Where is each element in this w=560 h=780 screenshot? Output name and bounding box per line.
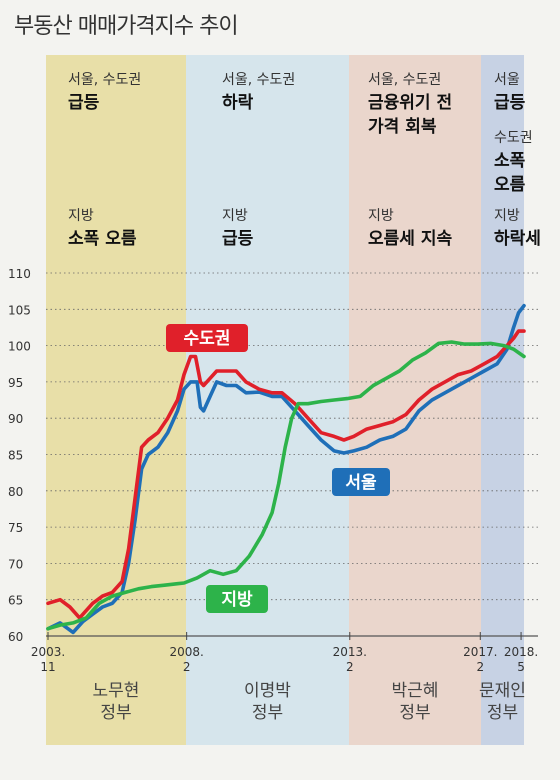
series-line-서울 (46, 303, 526, 635)
series-tag-label: 지방 (221, 590, 253, 610)
y-tick-label: 100 (8, 340, 31, 354)
era-note-subject: 수도권 (494, 130, 533, 146)
series-tag-label: 서울 (345, 473, 377, 493)
government-label: 이명박 정부 (244, 681, 291, 723)
series-tag-box (166, 324, 248, 352)
government-label: 박근혜 정부 (392, 681, 439, 723)
era-note-subject: 지방 (68, 208, 94, 224)
x-tick-label: 2013. 2 (333, 645, 367, 674)
y-tick-label: 110 (8, 267, 31, 281)
y-tick-label: 75 (8, 521, 23, 535)
era-background (46, 55, 186, 745)
era-note-trend: 하락 (222, 93, 254, 113)
era-note-trend: 급등 (222, 229, 254, 249)
x-tick-label: 2018. 5 (504, 645, 538, 674)
era-background (481, 55, 524, 745)
chart-title: 부동산 매매가격지수 추이 (14, 14, 239, 39)
era-note-trend: 금융위기 전 가격 회복 (368, 93, 452, 137)
series-tag-box (332, 468, 390, 496)
x-tick-label: 2008. 2 (169, 645, 203, 674)
y-tick-label: 85 (8, 449, 23, 463)
era-note-subject: 지방 (222, 208, 248, 224)
y-tick-label: 65 (8, 594, 23, 608)
era-note-trend: 급등 (494, 93, 526, 113)
era-note-subject: 지방 (368, 208, 394, 224)
era-note-subject: 지방 (494, 208, 520, 224)
y-tick-label: 70 (8, 557, 23, 571)
series-line-지방 (46, 340, 526, 631)
y-tick-label: 80 (8, 485, 23, 499)
government-label: 노무현 정부 (93, 681, 140, 723)
y-tick-label: 95 (8, 376, 23, 390)
era-note-trend: 소폭 오름 (68, 229, 137, 249)
era-note-trend: 하락세 (494, 229, 541, 249)
series-line-수도권 (46, 329, 526, 620)
era-background (349, 55, 481, 745)
era-note-subject: 서울, 수도권 (222, 72, 295, 88)
era-note-trend: 오름세 지속 (368, 229, 452, 249)
era-note-trend: 소폭 오름 (494, 151, 526, 195)
era-note-subject: 서울, 수도권 (368, 72, 441, 88)
era-note-trend: 급등 (68, 93, 100, 113)
y-tick-label: 90 (8, 412, 23, 426)
era-note-subject: 서울, 수도권 (68, 72, 141, 88)
series-tag-box (206, 585, 268, 613)
government-label: 문재인 정부 (479, 681, 526, 723)
x-tick-label: 2003. 11 (31, 645, 65, 674)
y-tick-label: 60 (8, 630, 23, 644)
y-tick-label: 105 (8, 303, 31, 317)
era-note-subject: 서울 (494, 72, 520, 88)
x-tick-label: 2017. 2 (463, 645, 497, 674)
series-tag-label: 수도권 (184, 329, 231, 349)
